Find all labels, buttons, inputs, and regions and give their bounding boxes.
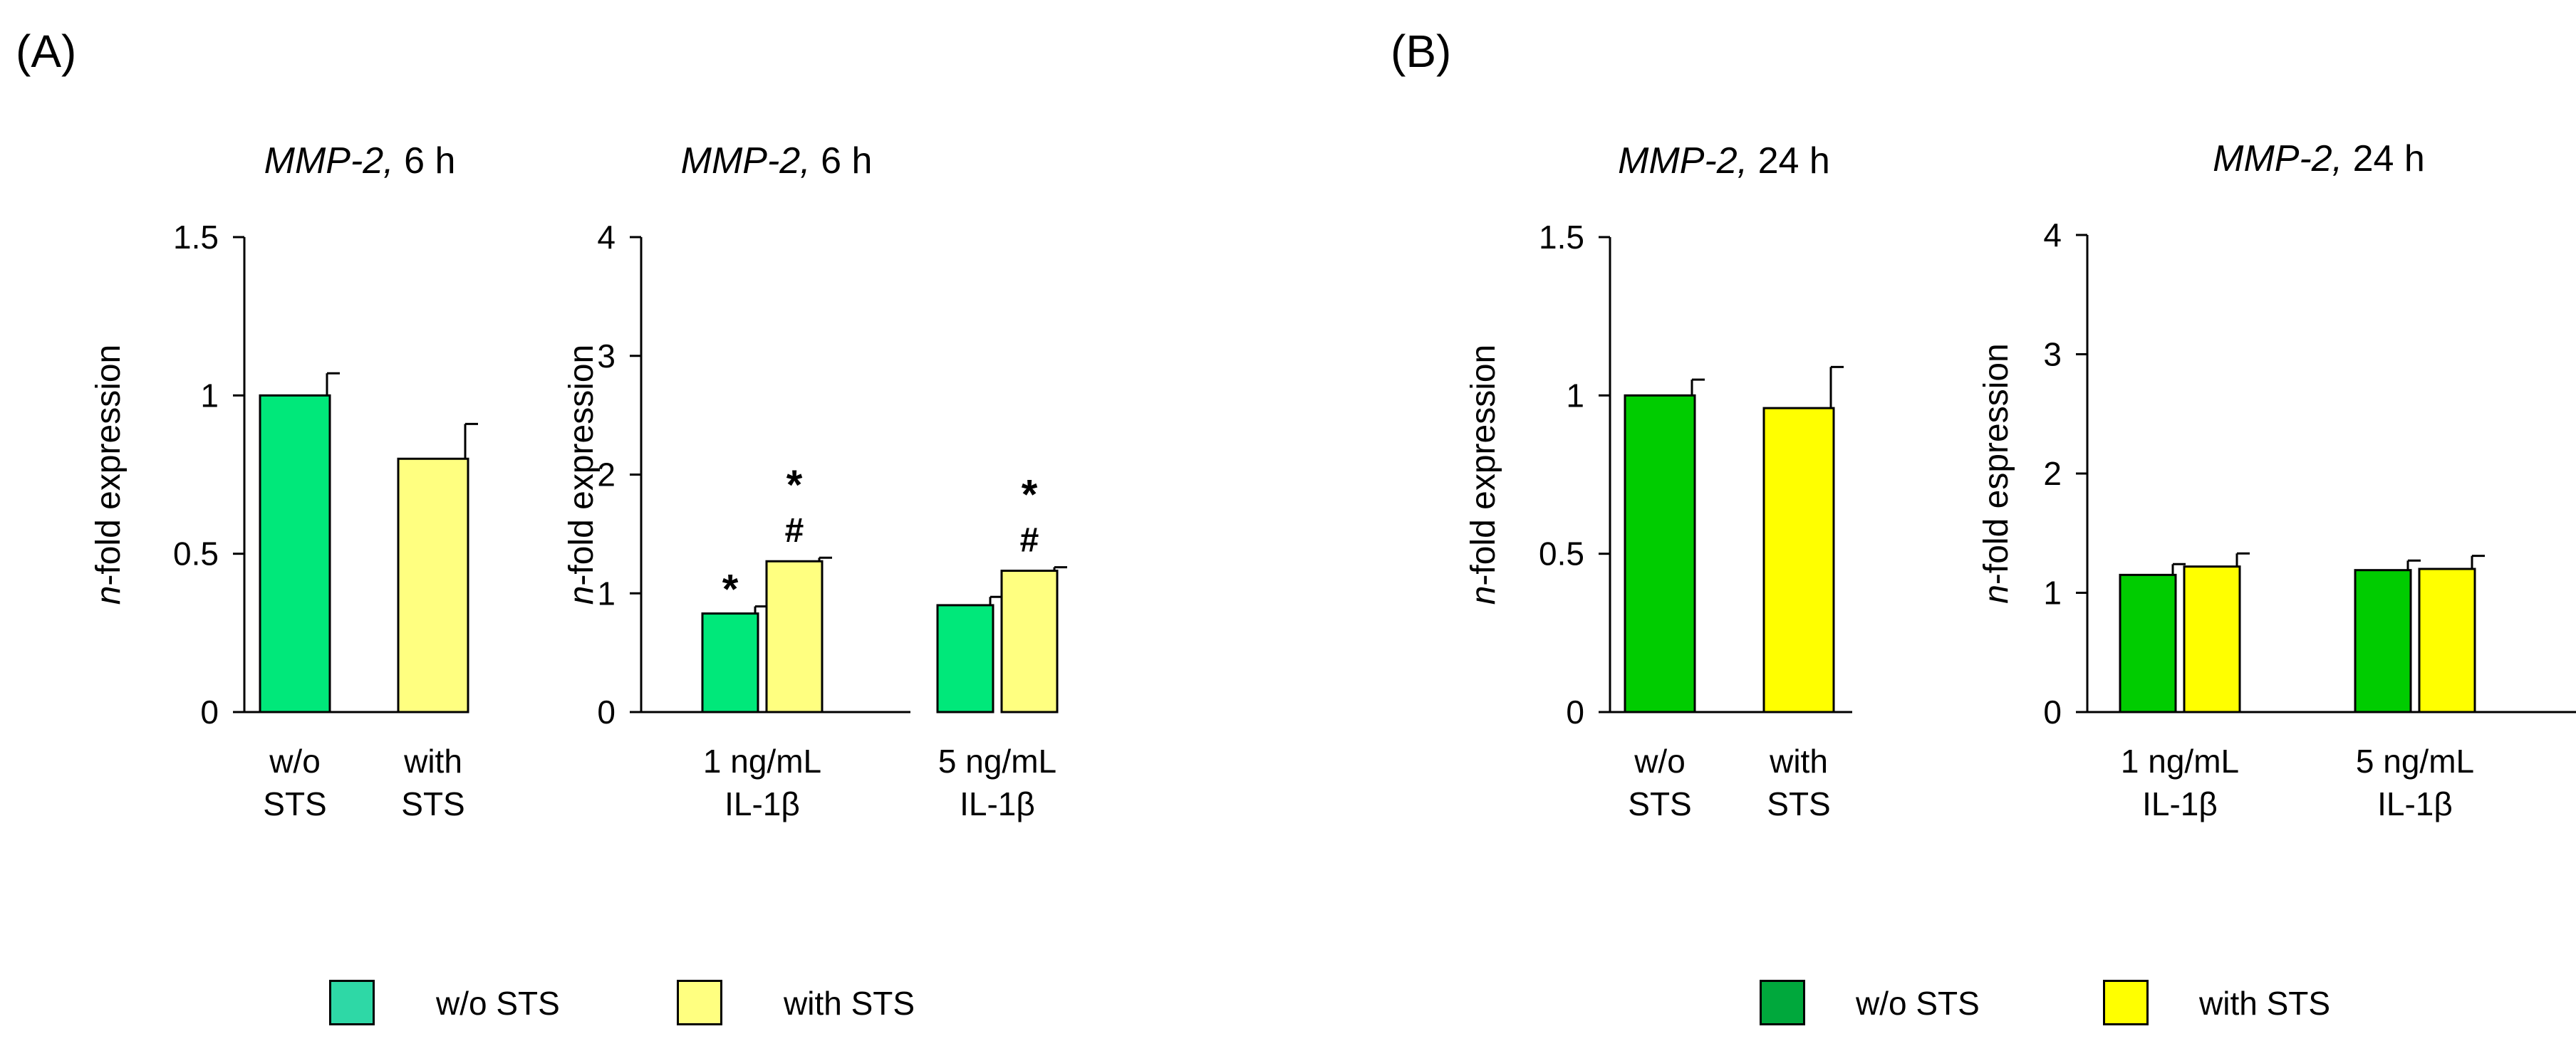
legend-b-with-swatch [2103, 980, 2149, 1025]
chart-a1-ytick-label: 0 [200, 694, 219, 731]
chart-a2-bar-significance-mark: # [1020, 522, 1039, 560]
chart-a2-ylabel-italic: n [563, 586, 601, 605]
legend-b-without-label: w/o STS [1856, 985, 1980, 1022]
chart-b2-category-label: IL-1β [2377, 785, 2453, 822]
chart-a2-title-gene: MMP-2, [681, 140, 811, 182]
chart-b1-ylabel: n-fold expression [1465, 345, 1502, 605]
chart-b1-title-gene: MMP-2, [1618, 140, 1747, 182]
chart-a2-bar [936, 604, 994, 713]
chart-b2-ytick-label: 2 [2043, 455, 2062, 492]
chart-a2-ylabel-text: -fold expression [563, 345, 601, 586]
chart-a2-title-time: 6 h [811, 140, 873, 182]
chart-a1: MMP-2, 6 h n-fold expression 0 0.5 1 1.5 w/o ST… [90, 140, 478, 822]
chart-a2-category-label: 1 ng/mL [703, 743, 821, 780]
legend-a-with-sts: with STS [677, 980, 1104, 1031]
chart-a2-category-label: IL-1β [960, 785, 1035, 822]
chart-b1-category-label: with [1769, 743, 1828, 780]
chart-b2-ytick-label: 4 [2043, 216, 2062, 253]
legend-b-with-sts: with STS [2103, 980, 2530, 1031]
legend-b-with-label: with STS [2199, 985, 2331, 1022]
chart-a1-ylabel: n-fold expression [90, 345, 128, 605]
chart-a2-category-label: 5 ng/mL [938, 743, 1056, 780]
legend-a-without-sts: w/o STS [329, 980, 757, 1031]
chart-a2-bar [1000, 570, 1059, 713]
chart-a2-bar [701, 612, 759, 713]
chart-a1-category-label: w/o [269, 743, 321, 780]
chart-b2-ylabel-italic: n [1978, 585, 2015, 604]
chart-b2-category-label: IL-1β [2142, 785, 2218, 822]
chart-a2-ytick-label: 0 [597, 694, 616, 731]
chart-b2-ytick-label: 1 [2043, 575, 2062, 612]
chart-b2-title: MMP-2, 24 h [2213, 138, 2425, 179]
chart-b2-bar [2354, 569, 2412, 713]
chart-a2-ylabel: n-fold expression [563, 345, 601, 605]
legend-a-without-swatch [329, 980, 375, 1025]
chart-a1-bar [259, 394, 331, 713]
chart-b1-ytick-label: 1 [1566, 377, 1584, 414]
chart-a1-title: MMP-2, 6 h [264, 140, 456, 182]
chart-b1-ytick-label: 0.5 [1539, 535, 1584, 572]
legend-b-without-sts: w/o STS [1760, 980, 2187, 1031]
chart-a2-bar [765, 560, 824, 713]
chart-a1-bar [397, 457, 469, 713]
chart-a2-ytick-label: 4 [597, 219, 616, 256]
chart-a1-title-gene: MMP-2, [264, 140, 394, 182]
panel-label-a: (A) [16, 26, 77, 77]
legend-a-with-swatch [677, 980, 722, 1025]
chart-b2-ylabel: n-fold espression [1978, 343, 2015, 604]
chart-b2-ytick-label: 3 [2043, 336, 2062, 373]
chart-a1-category-label: with [403, 743, 462, 780]
chart-b2-title-time: 24 h [2342, 138, 2425, 179]
chart-a1-ylabel-italic: n [90, 586, 128, 605]
chart-b2-ytick-label: 0 [2043, 694, 2062, 731]
chart-a1-title-time: 6 h [394, 140, 456, 182]
chart-b1: MMP-2, 24 h n-fold expression 0 0.5 1 1.5 w/o S… [1465, 140, 1852, 822]
legend-a-without-label: w/o STS [436, 985, 560, 1022]
chart-a2-title: MMP-2, 6 h [681, 140, 873, 182]
legend-a-with-label: with STS [784, 985, 915, 1022]
chart-a2-ytick-label: 1 [597, 575, 616, 612]
chart-b1-category-label: STS [1767, 785, 1830, 822]
chart-a2-bar-significance-mark: * [722, 567, 739, 613]
chart-a1-ytick-label: 1.5 [173, 219, 219, 256]
chart-b1-ytick-label: 1.5 [1539, 219, 1584, 256]
chart-b1-title-time: 24 h [1747, 140, 1830, 182]
chart-a1-ytick-label: 1 [200, 377, 219, 414]
legend-b-without-swatch [1760, 980, 1805, 1025]
chart-a2-bar-significance-mark: * [786, 462, 803, 508]
chart-a1-category-label: STS [263, 785, 326, 822]
chart-b1-bar [1624, 394, 1696, 713]
chart-a2-category-label: IL-1β [724, 785, 800, 822]
chart-b2-ylabel-text: -fold espression [1978, 343, 2015, 585]
chart-a1-category-label: STS [401, 785, 464, 822]
chart-a2-bar-significance-mark: * [1022, 472, 1038, 518]
chart-b1-title: MMP-2, 24 h [1618, 140, 1830, 182]
chart-b1-ytick-label: 0 [1566, 694, 1584, 731]
chart-b2-category-label: 5 ng/mL [2356, 743, 2474, 780]
chart-b2-bar [2418, 568, 2476, 713]
chart-b2-bar [2183, 565, 2241, 713]
chart-b2: MMP-2, 24 h n-fold espression 0 1 2 3 4 1 ng/mL… [1978, 138, 2576, 822]
chart-a1-ylabel-text: -fold expression [90, 345, 128, 586]
chart-b1-bar [1762, 407, 1835, 713]
chart-b1-ylabel-italic: n [1465, 586, 1502, 605]
chart-a2-ytick-label: 3 [597, 338, 616, 375]
chart-b1-category-label: w/o [1634, 743, 1686, 780]
chart-b1-ylabel-text: -fold expression [1465, 345, 1502, 586]
chart-b1-category-label: STS [1628, 785, 1691, 822]
chart-a2: MMP-2, 6 h n-fold expression 0 1 2 3 4 * # * # * 1 n… [563, 140, 1067, 822]
chart-a2-ytick-label: 2 [597, 456, 616, 493]
chart-b2-category-label: 1 ng/mL [2121, 743, 2239, 780]
panel-label-b: (B) [1391, 26, 1452, 77]
chart-a1-ytick-label: 0.5 [173, 535, 219, 572]
chart-b2-title-gene: MMP-2, [2213, 138, 2342, 179]
chart-b2-bar [2119, 573, 2177, 713]
chart-a2-bar-significance-mark: # [785, 512, 804, 550]
